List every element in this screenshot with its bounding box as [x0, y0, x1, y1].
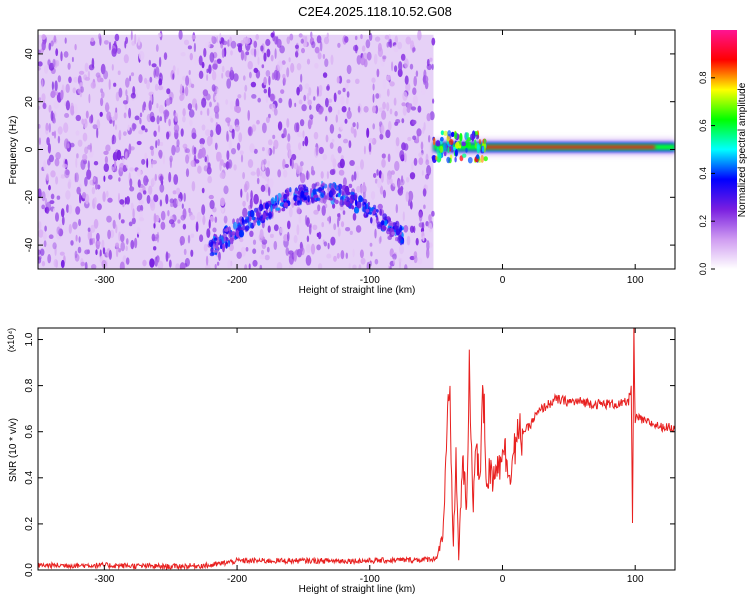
colorbar-label: Normalized spectral amplitude [737, 82, 748, 217]
signal-core [482, 145, 656, 149]
spectrogram-y-tick-label: -20 [24, 190, 35, 205]
snr-frame [37, 327, 676, 571]
snr-y-tick-label: 1.0 [24, 332, 35, 346]
snr-x-tick-label: -200 [227, 574, 247, 585]
snr-x-tick-label: -100 [360, 574, 380, 585]
snr-y-ticks: 0.0 0.2 0.4 0.6 0.8 1.0 [24, 332, 675, 577]
snr-panel: -300 -200 -100 0 100 0.0 0.2 0.4 0.6 0.8 1.0 Heig… [6, 327, 676, 595]
spectrogram-x-tick-label: -100 [360, 275, 380, 286]
spectrogram-x-ticks: -300 -200 -100 0 100 [94, 30, 644, 286]
snr-y-tick-label: 0.4 [24, 470, 35, 484]
colorbar: 0.0 0.2 0.4 0.6 0.8 Normalized spectral ampl… [698, 30, 748, 275]
snr-x-tick-label: 0 [500, 574, 506, 585]
spectrogram-arc [208, 180, 405, 257]
spectrogram-y-tick-label: -40 [24, 237, 35, 252]
spectrogram-x-label: Height of straight line (km) [299, 285, 416, 296]
snr-y-tick-label: 0.8 [24, 378, 35, 392]
spectrogram-y-tick-label: 0 [24, 146, 35, 152]
snr-x-label: Height of straight line (km) [299, 584, 416, 595]
signal-band [431, 130, 675, 164]
snr-y-multiplier: (x10⁴) [6, 328, 16, 352]
spectrogram-marks [38, 30, 675, 269]
colorbar-gradient [711, 30, 737, 269]
snr-x-tick-label: 100 [627, 574, 644, 585]
spectrogram-y-ticks: -40 -20 0 20 40 [24, 48, 675, 252]
figure-title: C2E4.2025.118.10.52.G08 [298, 4, 452, 19]
colorbar-tick-label: 0.0 [698, 263, 708, 276]
snr-x-ticks: -300 -200 -100 0 100 [94, 328, 644, 585]
spectrogram-x-tick-label: 100 [627, 275, 644, 286]
snr-x-tick-label: -300 [94, 574, 114, 585]
spectrogram-x-tick-label: 0 [500, 275, 506, 286]
spectrogram-y-label: Frequency (Hz) [8, 116, 19, 185]
snr-series-line [38, 328, 675, 570]
snr-marks [38, 328, 675, 570]
snr-y-tick-label: 0.6 [24, 424, 35, 438]
snr-y-label: SNR (10 * v/v) [8, 418, 19, 482]
colorbar-tick-label: 0.6 [698, 119, 708, 132]
colorbar-tick-label: 0.4 [698, 167, 708, 180]
spectrogram-y-tick-label: 40 [24, 48, 35, 60]
spectrogram-y-tick-label: 20 [24, 96, 35, 108]
colorbar-tick-label: 0.2 [698, 215, 708, 228]
spectrogram-x-tick-label: -300 [94, 275, 114, 286]
snr-y-tick-label: 0.0 [24, 563, 35, 577]
colorbar-ticks: 0.0 0.2 0.4 0.6 0.8 [698, 72, 715, 276]
spectrogram-x-tick-label: -200 [227, 275, 247, 286]
colorbar-tick-label: 0.8 [698, 72, 708, 85]
snr-y-tick-label: 0.2 [24, 517, 35, 531]
noise-texture [38, 30, 436, 269]
